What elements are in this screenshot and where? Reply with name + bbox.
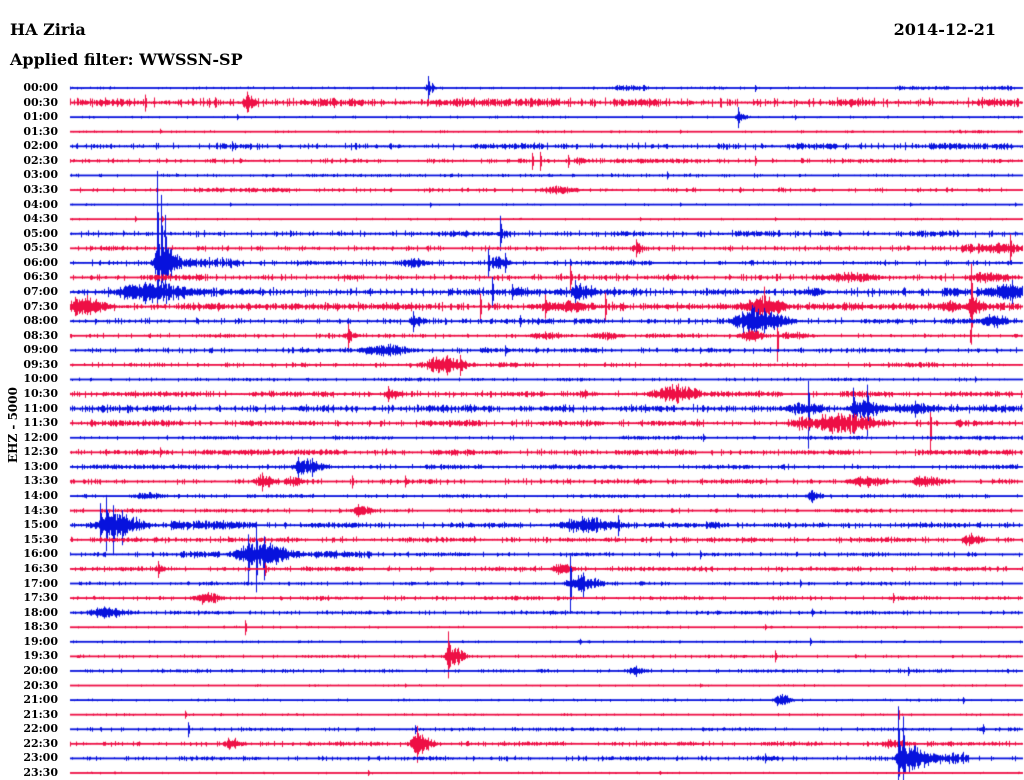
time-label: 20:30 <box>23 678 58 692</box>
time-label: 11:30 <box>23 416 58 430</box>
time-label: 12:30 <box>23 445 58 459</box>
time-label: 23:00 <box>23 751 58 765</box>
time-label: 07:00 <box>23 285 58 299</box>
time-label: 01:30 <box>23 124 58 138</box>
time-label: 14:00 <box>23 489 58 503</box>
time-label: 05:00 <box>23 226 58 240</box>
time-label: 17:30 <box>23 591 58 605</box>
time-label: 16:30 <box>23 561 58 575</box>
time-label: 18:00 <box>23 605 58 619</box>
time-label: 10:00 <box>23 372 58 386</box>
time-label: 16:00 <box>23 547 58 561</box>
applied-filter-label: Applied filter: WWSSN-SP <box>10 50 243 69</box>
time-label: 17:00 <box>23 576 58 590</box>
time-label: 15:30 <box>23 532 58 546</box>
station-title: HA Ziria <box>10 20 86 39</box>
time-label: 10:30 <box>23 387 58 401</box>
time-label: 09:30 <box>23 357 58 371</box>
time-label: 22:30 <box>23 736 58 750</box>
time-label: 04:30 <box>23 212 58 226</box>
time-label: 04:00 <box>23 197 58 211</box>
time-label: 15:00 <box>23 518 58 532</box>
time-label: 12:00 <box>23 430 58 444</box>
time-label: 20:00 <box>23 663 58 677</box>
time-label: 07:30 <box>23 299 58 313</box>
time-label: 00:30 <box>23 95 58 109</box>
time-label: 22:00 <box>23 722 58 736</box>
time-label: 02:00 <box>23 139 58 153</box>
time-label: 08:30 <box>23 328 58 342</box>
time-label: 11:00 <box>23 401 58 415</box>
time-label: 08:00 <box>23 314 58 328</box>
time-label: 05:30 <box>23 241 58 255</box>
time-label: 23:30 <box>23 765 58 779</box>
time-label: 06:30 <box>23 270 58 284</box>
time-label: 02:30 <box>23 153 58 167</box>
time-label: 13:00 <box>23 459 58 473</box>
time-label: 06:00 <box>23 255 58 269</box>
time-label: 09:00 <box>23 343 58 357</box>
time-label: 18:30 <box>23 620 58 634</box>
time-label: 14:30 <box>23 503 58 517</box>
time-label: 13:30 <box>23 474 58 488</box>
time-label: 19:00 <box>23 634 58 648</box>
time-label: 21:00 <box>23 693 58 707</box>
time-label: 03:30 <box>23 183 58 197</box>
time-label: 00:00 <box>23 81 58 94</box>
time-label: 21:30 <box>23 707 58 721</box>
time-label: 01:00 <box>23 110 58 124</box>
record-date: 2014-12-21 <box>893 20 996 39</box>
time-label: 19:30 <box>23 649 58 663</box>
time-label: 03:00 <box>23 168 58 182</box>
